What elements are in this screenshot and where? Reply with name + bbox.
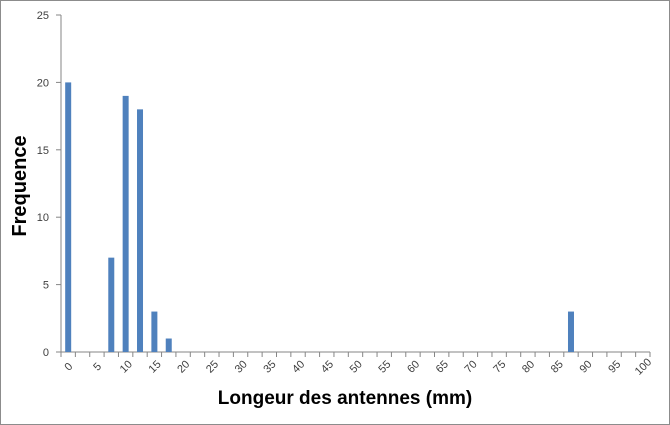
bar — [122, 95, 129, 352]
y-tick-label: 25 — [37, 10, 49, 22]
x-tick-label: 10 — [118, 358, 135, 375]
y-tick-label: 0 — [43, 347, 49, 359]
x-tick-label: 60 — [405, 358, 422, 375]
x-tick-label: 5 — [91, 361, 104, 374]
y-axis: 0 5 10 15 20 25 — [37, 10, 62, 359]
x-tick-label: 90 — [577, 358, 594, 375]
bar — [165, 338, 172, 352]
x-tick-label: 0 — [62, 361, 75, 374]
x-tick-label: 85 — [549, 358, 566, 375]
y-tick-label: 5 — [43, 280, 49, 292]
x-tick-label: 100 — [633, 356, 654, 377]
bar — [108, 257, 115, 352]
x-axis: 0 5 10 15 20 25 30 35 40 45 50 55 60 65 70 75 80 85 90 95 10… — [60, 351, 654, 378]
bar — [65, 82, 72, 353]
x-tick-label: 70 — [463, 358, 480, 375]
x-tick-label: 55 — [376, 358, 393, 375]
x-tick-label: 15 — [147, 358, 164, 375]
y-tick-label: 15 — [37, 145, 49, 157]
y-axis-title: Frequence — [9, 135, 31, 236]
x-tick-label: 40 — [290, 358, 307, 375]
x-tick-label: 45 — [319, 358, 336, 375]
x-tick-label: 30 — [233, 358, 250, 375]
y-tick-label: 10 — [37, 212, 49, 224]
bars — [65, 82, 574, 353]
bar — [137, 109, 144, 352]
bar — [151, 311, 158, 352]
x-tick-label: 80 — [520, 358, 537, 375]
x-axis-title: Longeur des antennes (mm) — [218, 388, 472, 409]
x-tick-label: 35 — [261, 358, 278, 375]
x-tick-label: 50 — [348, 358, 365, 375]
x-tick-label: 20 — [175, 358, 192, 375]
x-tick-label: 25 — [204, 358, 221, 375]
x-tick-label: 65 — [434, 358, 451, 375]
y-tick-label: 20 — [37, 77, 49, 89]
x-tick-label: 95 — [606, 358, 623, 375]
x-tick-label: 75 — [491, 358, 508, 375]
bar — [567, 311, 574, 352]
